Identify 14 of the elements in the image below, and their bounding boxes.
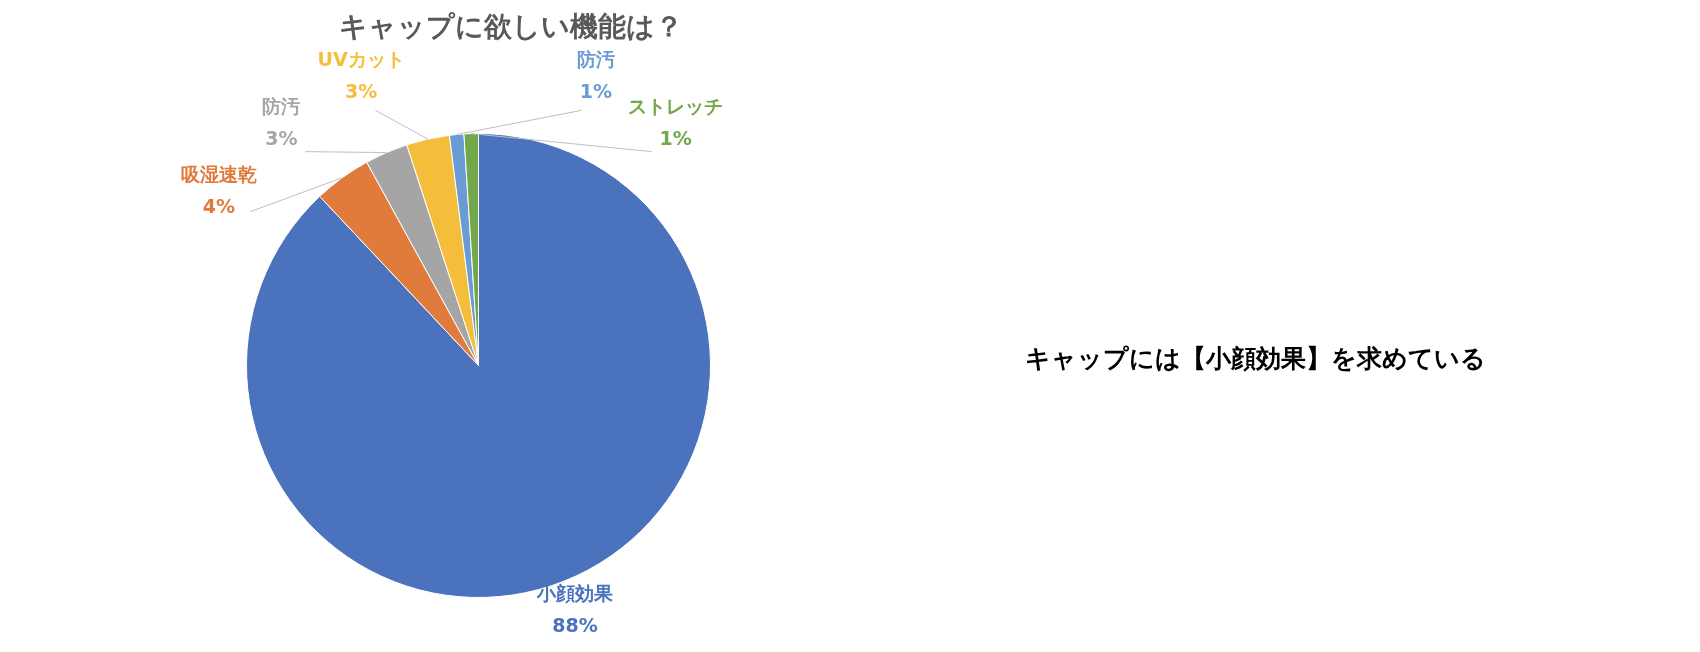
chart-title: キャップに欲しい機能は？ [338, 10, 683, 43]
slice-label: 小顔効果 [536, 582, 615, 605]
data-label: 1% [579, 80, 612, 103]
data-label: 3% [345, 80, 378, 103]
data-label: 3% [265, 127, 298, 150]
slice-label: 防汚 [262, 95, 301, 118]
data-label: 88% [552, 614, 598, 637]
slice-label: UVカット [317, 48, 405, 71]
slice-label: 防汚 [576, 48, 615, 71]
data-label: 4% [202, 195, 235, 218]
data-label: 1% [659, 127, 692, 150]
slice-label: 吸湿速乾 [180, 163, 257, 186]
text: キャップには【小顔効果】を求めている [1025, 344, 1486, 373]
slice-label: ストレッチ [628, 95, 724, 118]
